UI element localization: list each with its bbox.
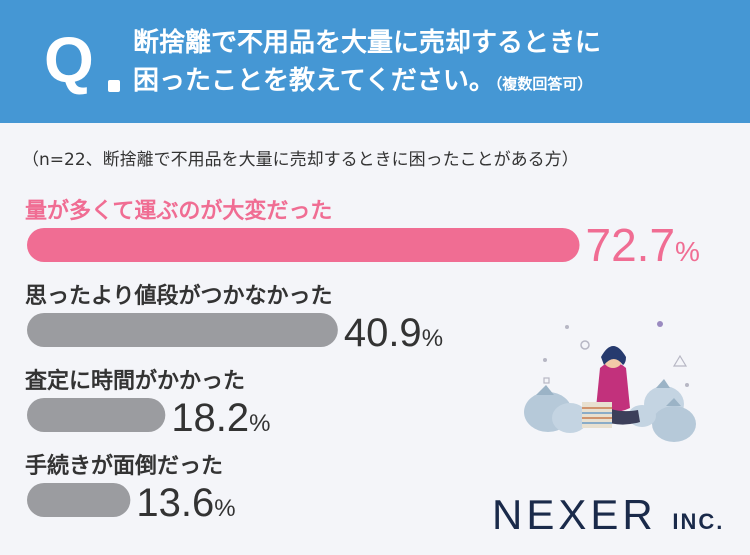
category-label: 査定に時間がかかった — [25, 368, 245, 394]
question-mark-label: Q — [44, 24, 94, 96]
question-dot — [108, 80, 120, 92]
company-logo: NEXER INC. — [492, 490, 724, 547]
question-line-2: 困ったことを教えてください。（複数回答可） — [133, 62, 733, 103]
logo-main-text: NEXER — [492, 491, 657, 538]
question-line-2-text: 困ったことを教えてください。 — [133, 66, 495, 96]
value-unit: % — [675, 236, 700, 267]
value-number: 18.2 — [171, 396, 249, 440]
value-label: 13.6% — [136, 481, 235, 525]
category-label: 手続きが面倒だった — [25, 453, 223, 479]
category-label: 思ったより値段がつかなかった — [25, 283, 333, 309]
sample-note: （n=22、断捨離で不用品を大量に売却するときに困ったことがある方） — [22, 150, 579, 170]
value-unit: % — [214, 495, 235, 522]
logo-suffix-text: INC. — [672, 509, 725, 534]
category-label: 量が多くて運ぶのが大変だった — [25, 198, 332, 224]
illustration — [524, 321, 696, 442]
value-label: 40.9% — [344, 311, 443, 355]
question-text: 断捨離で不用品を大量に売却するときに 困ったことを教えてください。（複数回答可） — [133, 24, 733, 103]
bar — [27, 313, 338, 347]
header-banner: Q 断捨離で不用品を大量に売却するときに 困ったことを教えてください。（複数回答… — [0, 0, 750, 123]
chart-bars: 量が多くて運ぶのが大変だった72.7%思ったより値段がつかなかった40.9%査定… — [25, 198, 700, 525]
question-line-1: 断捨離で不用品を大量に売却するときに — [133, 28, 602, 58]
value-unit: % — [249, 410, 270, 437]
multiple-answer-note: （複数回答可） — [494, 75, 593, 93]
bar — [27, 483, 131, 517]
value-number: 40.9 — [344, 311, 422, 355]
bar — [27, 398, 166, 432]
value-unit: % — [422, 325, 443, 352]
value-number: 72.7 — [586, 219, 676, 271]
value-number: 13.6 — [136, 481, 214, 525]
value-label: 72.7% — [586, 219, 700, 271]
value-label: 18.2% — [171, 396, 270, 440]
bar — [27, 228, 580, 262]
